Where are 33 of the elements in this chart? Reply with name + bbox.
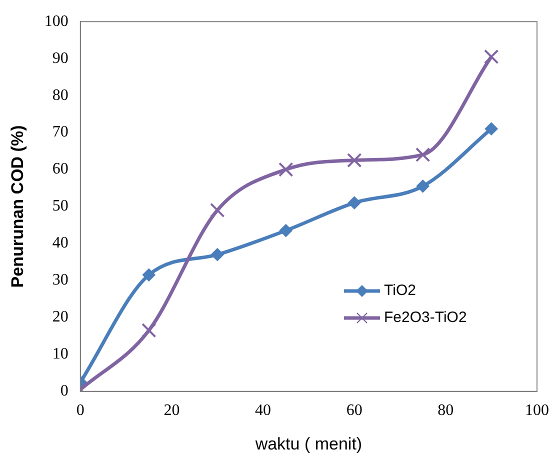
- y-tick-label: 50: [52, 198, 68, 215]
- x-axis-title: waktu ( menit): [254, 434, 362, 454]
- point: [346, 152, 362, 168]
- point: [210, 248, 224, 262]
- point: [415, 147, 430, 162]
- x-tick-label: 0: [76, 402, 84, 420]
- point: [484, 122, 498, 136]
- point: [142, 323, 156, 338]
- point: [278, 162, 294, 177]
- legend-label: Fe2O3-TiO2: [384, 309, 467, 326]
- x-tick-label: 20: [164, 402, 180, 420]
- y-tick-label: 90: [52, 50, 68, 67]
- y-tick-label: 30: [52, 272, 68, 289]
- y-tick-label: 40: [52, 234, 68, 252]
- point: [348, 196, 361, 210]
- y-tick-label: 80: [52, 86, 68, 104]
- y-tick-label: 60: [52, 160, 68, 178]
- y-axis-title: Penurunan COD (%): [8, 125, 27, 288]
- y-tick-label: 100: [44, 12, 68, 30]
- y-tick-label: 20: [52, 308, 68, 326]
- y-tick-label: 10: [52, 346, 68, 363]
- y-tick-label: 70: [52, 124, 68, 141]
- x-tick-label: 40: [255, 402, 272, 420]
- y-tick-label: 0: [60, 382, 68, 400]
- point: [279, 224, 292, 238]
- point: [416, 180, 430, 193]
- legend-label: TiO2: [384, 282, 416, 300]
- point: [142, 268, 156, 282]
- point: [484, 49, 499, 64]
- x-tick-label: 100: [525, 402, 549, 420]
- x-tick-label: 60: [346, 402, 362, 420]
- x-tick-label: 80: [438, 402, 454, 420]
- point: [210, 202, 225, 218]
